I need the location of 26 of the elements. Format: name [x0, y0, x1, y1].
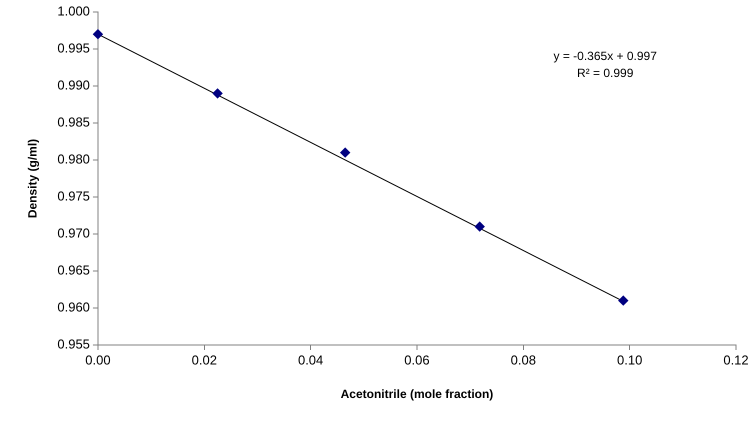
point [92, 29, 103, 40]
x-tick-label: 0.06 [404, 352, 430, 368]
x-axis-title: Acetonitrile (mole fraction) [340, 387, 494, 402]
annotation: y = -0.365x + 0.997 [553, 49, 658, 63]
y-tick-label: 0.960 [57, 300, 90, 315]
annotation: R² = 0.999 [577, 66, 634, 80]
y-tick-label: 0.970 [57, 226, 90, 241]
x-tick-label: 0.04 [298, 352, 324, 368]
y-tick-label: 0.980 [57, 152, 90, 167]
y-tick-label: 0.975 [57, 188, 90, 204]
x-tick-label: 0.00 [85, 352, 111, 368]
x-tick-label: 0.12 [723, 352, 749, 368]
y-tick-label: 0.955 [57, 336, 90, 352]
x-tick-label: 0.02 [192, 352, 217, 368]
y-axis-title: Density (g/ml) [26, 138, 40, 218]
y-tick-label: 0.985 [57, 114, 90, 130]
y-tick-label: 0.965 [57, 262, 90, 278]
point [474, 222, 485, 232]
y-tick-label: 0.995 [57, 40, 90, 56]
y-tick-label: 1.000 [57, 4, 90, 19]
x-tick-label: 0.08 [510, 352, 536, 368]
point [340, 148, 350, 158]
x-tick-label: 0.10 [617, 352, 642, 368]
point [212, 88, 223, 98]
y-tick-label: 0.990 [57, 78, 90, 93]
point [618, 296, 628, 306]
